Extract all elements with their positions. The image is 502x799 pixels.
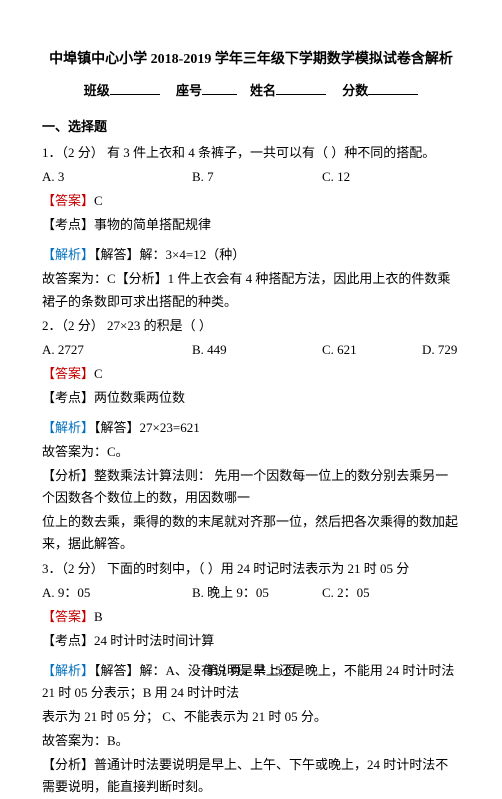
section-header: 一、选择题 [42,116,460,138]
answer-label: 【答案】 [42,193,94,208]
q2-jx: 【解析】【解答】27×23=621 [42,417,460,439]
q1-kp: 【考点】事物的简单搭配规律 [42,214,460,236]
jx-label: 【解析】 [42,247,94,262]
answer-label: 【答案】 [42,609,94,624]
blank-name [276,82,326,95]
q2-stem: 2．（2 分） 27×23 的积是（ ） [42,315,460,337]
jd-label: 【解答】 [94,420,140,435]
label-class: 班级 [84,83,110,98]
jd-text: 27×23=621 [140,420,200,435]
blank-seat [202,82,237,95]
label-seat: 座号 [176,83,202,98]
q3-stem: 3．（2 分） 下面的时刻中，（ ）用 24 时记时法表示为 21 时 05 分 [42,558,460,580]
q1-opt-b: B. 7 [192,166,322,188]
answer-label: 【答案】 [42,366,94,381]
q2-options: A. 2727 B. 449 C. 621 D. 729 [42,339,460,361]
q3-opt-a: A. 9：05 [42,582,192,604]
fx-label: 【分析】 [42,468,94,483]
q3-reason: 故答案为：B。 [42,730,460,752]
q1-stem: 1．（2 分） 有 3 件上衣和 4 条裤子，一共可以有（ ）种不同的搭配。 [42,142,460,164]
jd-text: 解：3×4=12（种） [140,247,246,262]
answer-value: B [94,609,103,624]
q2-opt-d: D. 729 [422,339,460,361]
q3-jx2: 表示为 21 时 05 分； C、不能表示为 21 时 05 分。 [42,706,460,728]
form-row: 班级 座号 姓名 分数 [42,80,460,102]
q1-opt-a: A. 3 [42,166,192,188]
q2-fx1: 【分析】整数乘法计算法则： 先用一个因数每一位上的数分别去乘另一个因数各个数位上… [42,465,460,509]
q2-reason: 故答案为：C。 [42,441,460,463]
q3-options: A. 9：05 B. 晚上 9：05 C. 2：05 [42,582,460,604]
fx-label: 【分析】 [42,757,94,772]
answer-value: C [94,193,103,208]
blank-score [368,82,418,95]
q1-jx: 【解析】【解答】解：3×4=12（种） [42,244,460,266]
q2-fx2: 位上的数去乘，乘得的数的末尾就对齐那一位，然后把各次乘得的数加起来，据此解答。 [42,511,460,555]
fx-text: 普通计时法要说明是早上、上午、下午或晚上，24 时计时法不需要说明，能直接判断时… [42,757,448,794]
q1-answer: 【答案】C [42,190,460,212]
q2-opt-b: B. 449 [192,339,322,361]
kp-label: 【考点】 [42,633,94,648]
q3-opt-b: B. 晚上 9：05 [192,582,322,604]
kp-label: 【考点】 [42,217,94,232]
blank-class [110,82,160,95]
doc-title: 中埠镇中心小学 2018-2019 学年三年级下学期数学模拟试卷含解析 [42,48,460,72]
q3-opt-c: C. 2：05 [322,582,422,604]
kp-label: 【考点】 [42,390,94,405]
fx-text: 整数乘法计算法则： 先用一个因数每一位上的数分别去乘另一个因数各个数位上的数，用… [42,468,448,505]
q2-opt-c: C. 621 [322,339,422,361]
jd-label: 【解答】 [94,247,140,262]
q2-answer: 【答案】C [42,363,460,385]
q3-kp: 【考点】24 时计时法时间计算 [42,630,460,652]
label-score: 分数 [342,83,368,98]
q3-answer: 【答案】B [42,606,460,628]
kp-value: 两位数乘两位数 [94,390,185,405]
q3-fx: 【分析】普通计时法要说明是早上、上午、下午或晚上，24 时计时法不需要说明，能直… [42,754,460,798]
q1-reason: 故答案为：C【分析】1 件上衣会有 4 种搭配方法，因此用上衣的件数乘裙子的条数… [42,268,460,312]
label-name: 姓名 [250,83,276,98]
jx-label: 【解析】 [42,420,94,435]
answer-value: C [94,366,103,381]
q1-options: A. 3 B. 7 C. 12 [42,166,460,188]
q2-opt-a: A. 2727 [42,339,192,361]
q2-kp: 【考点】两位数乘两位数 [42,387,460,409]
q1-opt-c: C. 12 [322,166,422,188]
kp-value: 事物的简单搭配规律 [94,217,211,232]
page-footer: 第 1 页，共 15 页 [0,660,502,680]
kp-value: 24 时计时法时间计算 [94,633,214,648]
